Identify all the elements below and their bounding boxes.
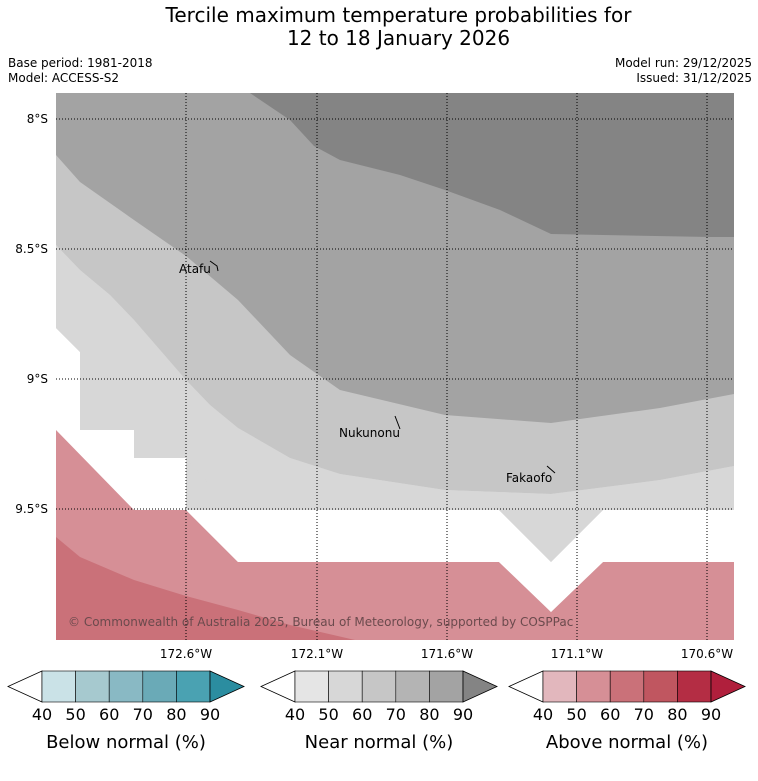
near-normal-colorbar-segment (328, 670, 363, 703)
colorbars: 40 50 60 70 80 90 Below normal (%) 40 50 60 70 80 90… (7, 670, 746, 753)
below-normal-tick-label: 90 (200, 705, 220, 724)
place-atafu: Atafu (179, 262, 211, 276)
run-info-left: Base period: 1981-2018 Model: ACCESS-S2 (8, 56, 153, 86)
below-normal-colorbar-min-extend (7, 670, 43, 703)
below-normal-colorbar-segment (176, 670, 211, 703)
above-normal-tick-label: 40 (533, 705, 553, 724)
below-normal-tick-label: 50 (65, 705, 85, 724)
run-info-right: Model run: 29/12/2025 Issued: 31/12/2025 (615, 56, 752, 86)
title-line-2: 12 to 18 January 2026 (286, 26, 511, 50)
model-run: Model run: 29/12/2025 (614, 56, 752, 70)
below-normal-colorbar-segment (75, 670, 110, 703)
above-normal-tick-label: 70 (634, 705, 654, 724)
below-normal-colorbar-max-extend (209, 670, 245, 703)
lon-label-171-6w: 171.6°W (421, 647, 473, 661)
near-normal-70-80-region (250, 93, 734, 237)
lon-label-171-1w: 171.1°W (551, 647, 603, 661)
near-normal-colorbar: 40 50 60 70 80 90 Near normal (%) (260, 670, 498, 753)
model-name: Model: ACCESS-S2 (8, 71, 120, 85)
above-normal-tick-label: 60 (600, 705, 620, 724)
above-normal-colorbar-segment (542, 670, 577, 703)
above-normal-colorbar-segment (677, 670, 712, 703)
above-normal-colorbar: 40 50 60 70 80 90 Above normal (%) (508, 670, 746, 753)
above-normal-colorbar-segment (643, 670, 678, 703)
place-nukunonu: Nukunonu (339, 426, 400, 440)
above-normal-colorbar-min-extend (508, 670, 544, 703)
near-normal-colorbar-min-extend (260, 670, 296, 703)
near-normal-gap (186, 510, 734, 612)
copyright-notice: © Commonwealth of Australia 2025, Bureau… (68, 615, 573, 629)
lon-label-170-6w: 170.6°W (681, 647, 733, 661)
near-normal-colorbar-segment (429, 670, 464, 703)
near-normal-tick-label: 80 (419, 705, 439, 724)
near-normal-colorbar-segment (294, 670, 329, 703)
title-line-1: Tercile maximum temperature probabilitie… (165, 3, 632, 27)
near-normal-tick-label: 70 (386, 705, 406, 724)
above-normal-colorbar-label: Above normal (%) (546, 732, 708, 753)
above-normal-colorbar-segment (576, 670, 611, 703)
near-normal-tick-label: 40 (285, 705, 305, 724)
below-normal-tick-label: 70 (133, 705, 153, 724)
above-normal-tick-label: 90 (701, 705, 721, 724)
place-fakaofo: Fakaofo (506, 471, 552, 485)
above-normal-colorbar-max-extend (710, 670, 746, 703)
issued-date: Issued: 31/12/2025 (636, 71, 752, 85)
above-normal-tick-label: 50 (566, 705, 586, 724)
below-normal-tick-label: 40 (32, 705, 52, 724)
above-normal-colorbar-segment (609, 670, 645, 703)
near-normal-colorbar-segment (395, 670, 430, 703)
chart-title: Tercile maximum temperature probabilitie… (0, 4, 758, 50)
near-normal-tick-label: 50 (318, 705, 338, 724)
lon-label-172-1w: 172.1°W (291, 647, 343, 661)
lat-label-9-5s: 9.5°S (15, 502, 48, 516)
base-period: Base period: 1981-2018 (8, 56, 153, 70)
graticule (56, 93, 734, 640)
atolls (209, 260, 556, 474)
near-normal-colorbar-segment (361, 670, 397, 703)
below-normal-colorbar-segment (142, 670, 177, 703)
above-normal-60-70-region (56, 537, 355, 640)
below-normal-colorbar: 40 50 60 70 80 90 Below normal (%) (7, 670, 245, 753)
below-normal-tick-label: 60 (99, 705, 119, 724)
lat-label-8s: 8°S (27, 112, 48, 126)
above-normal-tick-label: 80 (667, 705, 687, 724)
near-normal-colorbar-max-extend (462, 670, 498, 703)
lon-label-172-6w: 172.6°W (160, 647, 212, 661)
above-normal-50-60-region (56, 430, 734, 640)
near-normal-40-50-redraw (56, 245, 734, 562)
near-normal-colorbar-label: Near normal (%) (305, 732, 454, 753)
map-area (56, 93, 734, 640)
nukunonu-outline (394, 415, 401, 430)
lat-label-9s: 9°S (27, 372, 48, 386)
near-normal-tick-label: 60 (352, 705, 372, 724)
fakaofo-outline (546, 465, 556, 474)
below-normal-colorbar-segment (108, 670, 144, 703)
below-normal-colorbar-label: Below normal (%) (46, 732, 206, 753)
atafu-outline (209, 260, 219, 272)
below-normal-tick-label: 80 (166, 705, 186, 724)
below-normal-colorbar-segment (41, 670, 76, 703)
near-normal-tick-label: 90 (453, 705, 473, 724)
lat-label-8-5s: 8.5°S (15, 242, 48, 256)
